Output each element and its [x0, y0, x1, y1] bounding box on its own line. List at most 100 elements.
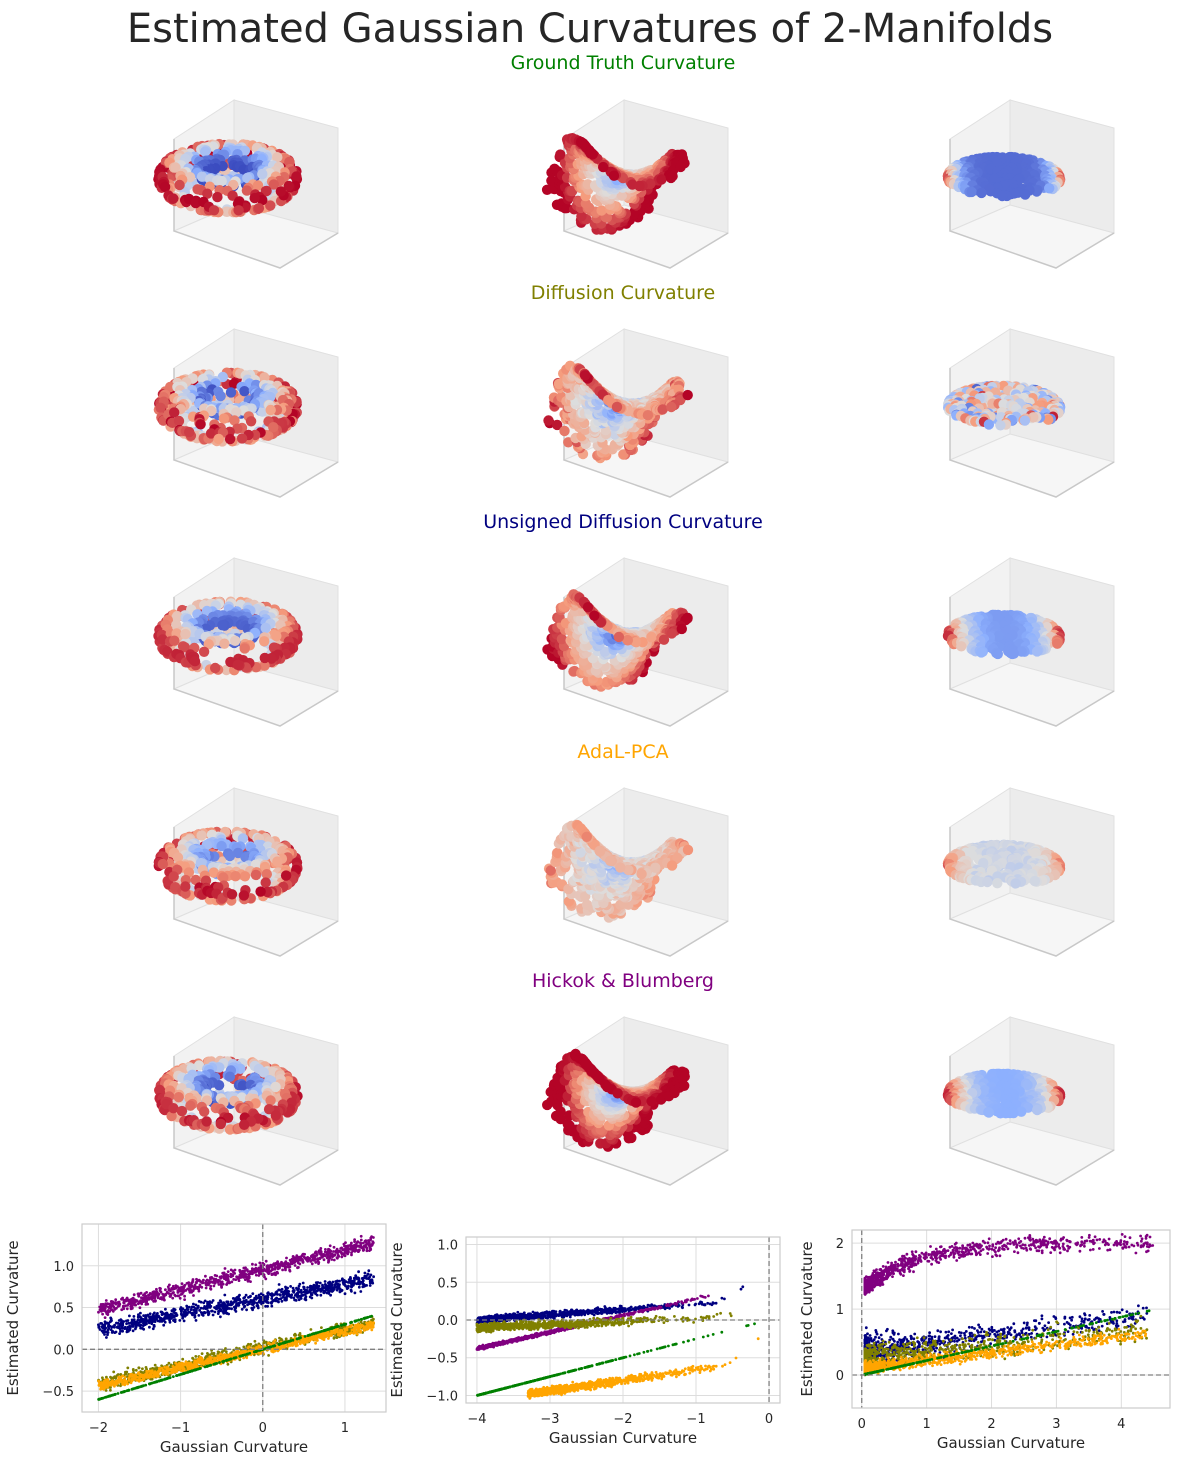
manifold-point: [239, 386, 250, 397]
manifold-point: [682, 389, 693, 401]
manifold-plot-torus-row-2: [153, 328, 340, 498]
manifold-point: [238, 890, 250, 901]
manifold-point: [190, 197, 201, 209]
manifold-point: [210, 662, 221, 674]
manifold-point: [272, 152, 283, 163]
manifold-point: [656, 174, 667, 185]
manifold-point: [1052, 638, 1063, 649]
manifold-point: [245, 416, 257, 427]
manifold-point: [1031, 646, 1043, 657]
manifold-point: [226, 889, 238, 900]
manifold-point: [589, 610, 600, 621]
manifold-point: [608, 170, 620, 181]
manifold-point: [1019, 189, 1031, 200]
manifold-point: [252, 180, 264, 191]
manifold-point: [596, 205, 607, 216]
manifold-point: [230, 635, 241, 646]
manifold-point: [995, 420, 1006, 431]
row-title-ground-truth: Ground Truth Curvature: [510, 52, 736, 74]
manifold-point: [993, 630, 1005, 641]
manifold-point: [184, 172, 196, 183]
manifold-point: [956, 641, 967, 652]
manifold-point: [239, 643, 250, 654]
manifold-point: [555, 149, 566, 160]
manifold-point: [613, 631, 625, 643]
manifold-point: [219, 638, 230, 649]
manifold-point: [259, 652, 270, 664]
manifold-point: [249, 192, 260, 204]
manifold-point: [966, 186, 977, 198]
manifold-point: [257, 168, 268, 180]
manifold-point: [174, 179, 185, 191]
manifold-point: [559, 425, 570, 437]
manifold-point: [556, 633, 568, 645]
manifold-point: [213, 433, 224, 445]
manifold-point: [997, 190, 1008, 202]
manifold-point: [283, 180, 294, 192]
manifold-point: [259, 636, 270, 647]
row-title-diffusion: Diffusion Curvature: [530, 282, 716, 304]
manifold-point: [218, 413, 230, 424]
manifold-point: [665, 172, 677, 184]
manifold-point: [268, 179, 279, 190]
manifold-point: [198, 646, 210, 657]
manifold-plot-torus-row-4: [153, 787, 340, 957]
manifold-plot-torus-row-3: [153, 557, 340, 727]
manifold-point: [217, 620, 228, 631]
manifold-point: [265, 200, 276, 211]
manifold-point: [598, 161, 609, 173]
manifold-point: [236, 433, 248, 444]
manifold-point: [224, 433, 236, 445]
manifold-point: [255, 886, 266, 897]
manifold-point: [241, 185, 253, 196]
manifold-point: [634, 180, 645, 192]
manifold-point: [230, 871, 241, 882]
manifold-point: [268, 422, 279, 433]
manifold-point: [645, 178, 656, 190]
manifold-plot-saddle-row-1: [541, 99, 730, 269]
manifold-plot-saddle-row-2: [543, 328, 730, 498]
manifold-point: [976, 187, 987, 199]
figure-title: Estimated Gaussian Curvatures of 2-Manif…: [126, 6, 1054, 52]
row-title-unsigned-diffusion: Unsigned Diffusion Curvature: [483, 511, 763, 533]
manifold-plot-ellipsoid-row-3: [942, 557, 1116, 727]
manifold-point: [180, 881, 191, 892]
manifold-point: [168, 193, 179, 204]
manifold-point: [1007, 648, 1018, 660]
manifold-point: [196, 171, 208, 182]
manifold-plot-saddle-row-4: [543, 787, 730, 957]
manifold-point: [646, 631, 657, 643]
manifold-point: [291, 171, 302, 182]
manifold-point: [200, 146, 211, 157]
manifold-point: [202, 188, 213, 199]
manifold-plot-saddle-row-3: [542, 557, 730, 727]
manifold-point: [250, 869, 262, 881]
manifold-point: [260, 877, 271, 888]
manifold-point: [216, 175, 227, 187]
manifold-point: [576, 211, 587, 222]
manifold-point: [976, 647, 987, 658]
manifold-point: [170, 162, 181, 173]
manifold-point: [196, 830, 207, 841]
manifold-point: [611, 401, 623, 413]
manifold-point: [195, 419, 206, 430]
manifold-point: [275, 186, 287, 197]
manifold-plot-ellipsoid-row-2: [943, 328, 1116, 498]
manifold-point: [189, 656, 201, 667]
manifold-point: [992, 648, 1003, 660]
manifold-point: [180, 628, 191, 640]
manifold-point: [233, 205, 244, 216]
manifold-point: [159, 181, 171, 193]
manifold-point: [224, 850, 236, 862]
manifold-point: [1044, 183, 1055, 194]
row-title-adal-pca: AdaL-PCA: [577, 741, 669, 763]
manifold-point: [580, 198, 591, 209]
manifold-point: [594, 846, 606, 857]
manifold-point: [642, 410, 654, 421]
manifold-point: [666, 401, 677, 413]
manifold-point: [260, 622, 271, 634]
manifold-point: [676, 623, 687, 635]
manifold-point: [983, 419, 995, 430]
manifold-point: [657, 404, 668, 415]
